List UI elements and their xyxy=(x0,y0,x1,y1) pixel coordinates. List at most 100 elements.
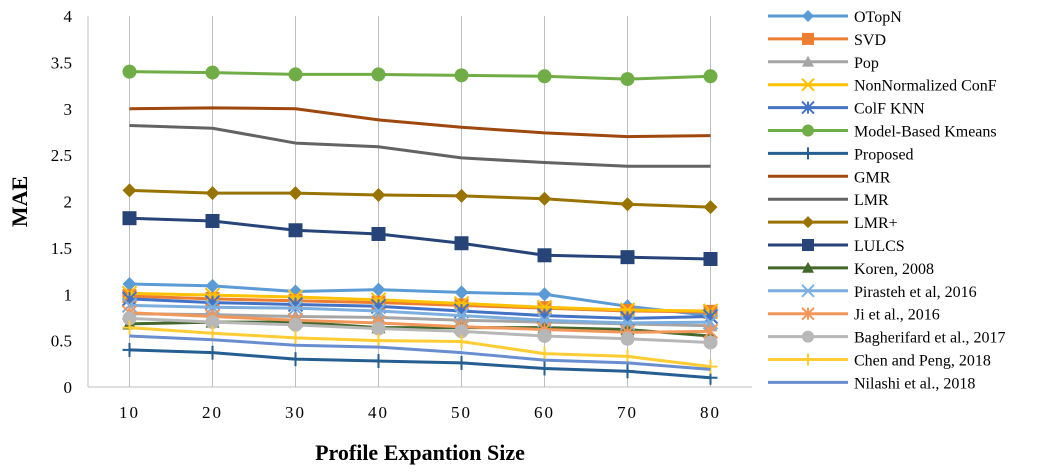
series-line xyxy=(129,311,711,334)
series-line xyxy=(129,316,711,344)
legend-item: LULCS xyxy=(768,238,905,255)
legend-item: GMR xyxy=(768,169,891,186)
series-lulcs xyxy=(122,211,718,267)
legend-label: Bagherifard et al., 2017 xyxy=(854,330,1006,347)
data-point xyxy=(802,10,814,22)
data-point xyxy=(122,277,137,292)
legend-label: Model-Based Kmeans xyxy=(854,124,997,141)
data-point xyxy=(703,200,718,215)
data-point xyxy=(371,188,386,203)
data-point xyxy=(370,303,387,319)
legend-item: LMR xyxy=(768,192,889,209)
legend-item: ColF KNN xyxy=(768,101,925,118)
legend-item: Ji et al., 2016 xyxy=(768,307,940,324)
data-point xyxy=(537,248,552,263)
legend-item: SVD xyxy=(768,32,886,49)
data-point xyxy=(801,284,815,298)
data-point xyxy=(802,216,814,229)
series-line xyxy=(129,348,711,380)
data-point xyxy=(801,100,815,115)
y-tick-label: 3 xyxy=(64,100,73,119)
y-axis-title: MAE xyxy=(7,176,32,227)
data-point xyxy=(801,77,815,92)
data-point xyxy=(205,213,220,228)
series-line xyxy=(129,326,711,369)
data-point xyxy=(454,355,469,370)
data-point xyxy=(454,324,469,339)
series-line xyxy=(129,70,711,81)
legend-label: Ji et al., 2016 xyxy=(854,307,940,324)
x-tick-label: 40 xyxy=(368,403,389,422)
data-point xyxy=(801,306,815,321)
data-point xyxy=(802,330,814,343)
x-tick-label: 10 xyxy=(119,403,140,422)
legend-label: OTopN xyxy=(854,9,902,26)
data-point xyxy=(205,345,220,360)
data-point xyxy=(122,183,137,198)
data-point xyxy=(620,364,635,379)
series-line xyxy=(129,291,711,313)
y-tick-label: 1.5 xyxy=(51,239,72,258)
data-point xyxy=(454,68,469,83)
data-point xyxy=(205,315,220,330)
data-point xyxy=(122,311,137,326)
x-axis-title: Profile Expantion Size xyxy=(315,440,525,465)
data-point xyxy=(802,147,814,160)
series-group xyxy=(121,64,719,385)
legend-label: LULCS xyxy=(854,238,905,255)
data-point xyxy=(287,300,304,316)
series-pirasteh-et-al-2016 xyxy=(121,297,719,331)
data-point xyxy=(802,32,814,45)
data-point xyxy=(205,278,220,293)
data-point xyxy=(122,342,137,357)
x-tick-label: 60 xyxy=(534,403,555,422)
legend-item: LMR+ xyxy=(768,215,898,232)
series-line xyxy=(129,297,711,320)
data-point xyxy=(453,307,470,324)
series-line xyxy=(129,123,711,168)
legend-item: OTopN xyxy=(768,9,902,26)
series-line xyxy=(129,282,711,318)
legend-item: Chen and Peng, 2018 xyxy=(768,353,991,370)
legend-item: Pop xyxy=(768,55,879,72)
series-line xyxy=(129,303,711,325)
series-chen-and-peng-2018 xyxy=(122,320,718,374)
data-point xyxy=(454,188,469,203)
data-point xyxy=(121,291,138,307)
data-point xyxy=(802,239,814,251)
series-lmr xyxy=(122,183,718,215)
data-point xyxy=(537,346,552,361)
data-point xyxy=(122,64,137,79)
data-point xyxy=(802,261,814,273)
x-tick-label: 70 xyxy=(617,403,638,422)
x-tick-label: 30 xyxy=(285,403,306,422)
data-point xyxy=(620,331,635,346)
legend-item: NonNormalized ConF xyxy=(768,78,997,95)
data-point xyxy=(537,69,552,84)
data-point xyxy=(371,333,386,348)
data-point xyxy=(802,353,814,366)
legend-label: GMR xyxy=(854,169,891,186)
legend-label: Koren, 2008 xyxy=(854,261,934,278)
legend-label: Pirasteh et al, 2016 xyxy=(854,284,977,301)
data-point xyxy=(121,297,138,314)
y-tick-label: 2.5 xyxy=(51,146,72,165)
data-point xyxy=(620,197,635,212)
legend-item: Bagherifard et al., 2017 xyxy=(768,330,1006,347)
legend-label: Pop xyxy=(854,55,879,72)
data-point xyxy=(703,69,718,84)
data-point xyxy=(371,67,386,82)
data-point xyxy=(288,186,303,201)
data-point xyxy=(620,250,635,265)
legend-item: Pirasteh et al, 2016 xyxy=(768,284,977,301)
y-tick-label: 2 xyxy=(64,193,73,212)
data-point xyxy=(371,282,386,297)
data-point xyxy=(205,326,220,341)
legend-label: ColF KNN xyxy=(854,101,925,118)
series-lmr xyxy=(129,123,711,168)
series-gmr xyxy=(129,106,711,139)
data-point xyxy=(288,223,303,238)
series-bagherifard-et-al-2017 xyxy=(122,311,718,350)
legend-label: Proposed xyxy=(854,146,914,163)
legend-label: Chen and Peng, 2018 xyxy=(854,353,991,370)
